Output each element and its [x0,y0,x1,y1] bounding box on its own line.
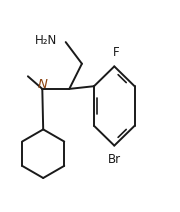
Text: Br: Br [108,153,121,166]
Text: N: N [37,78,47,91]
Text: F: F [113,46,119,59]
Text: H₂N: H₂N [34,34,57,47]
